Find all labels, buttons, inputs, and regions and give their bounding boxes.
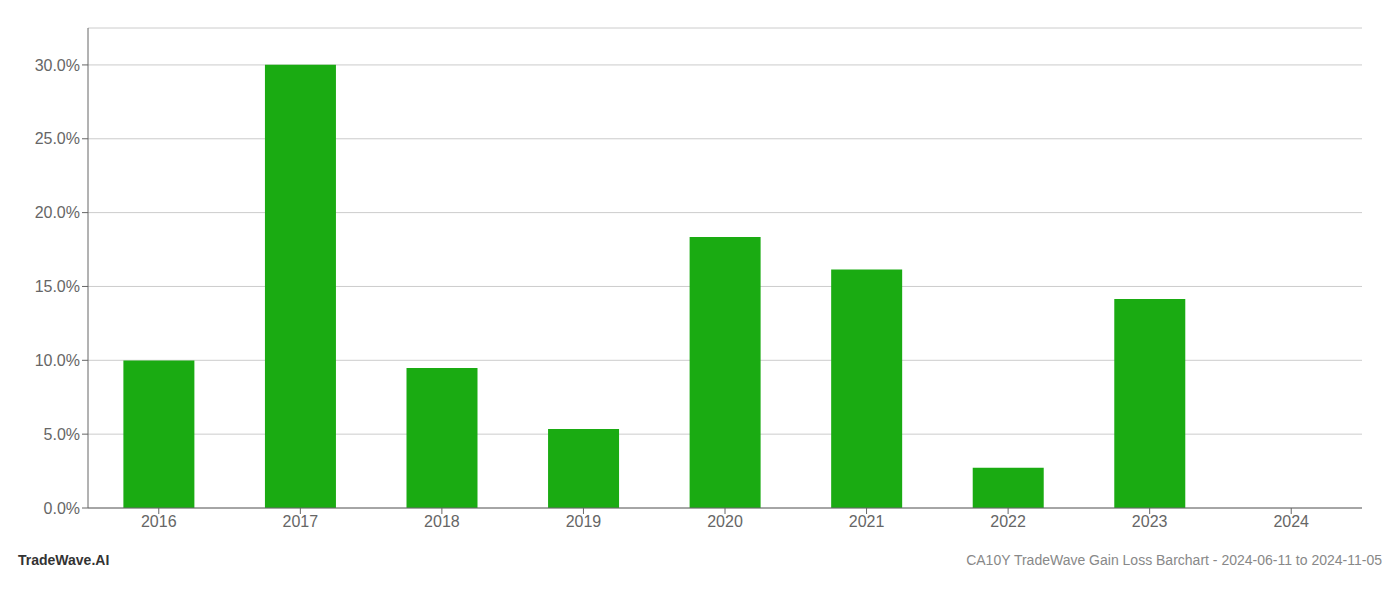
svg-text:2019: 2019 (566, 513, 602, 530)
svg-text:2023: 2023 (1132, 513, 1168, 530)
svg-text:2020: 2020 (707, 513, 743, 530)
svg-text:25.0%: 25.0% (35, 130, 80, 147)
svg-text:2024: 2024 (1273, 513, 1309, 530)
svg-text:2021: 2021 (849, 513, 885, 530)
html-text:TradeWave.AI: TradeWave.AI (18, 552, 110, 568)
svg-text:2022: 2022 (990, 513, 1026, 530)
svg-text:0.0%: 0.0% (44, 500, 80, 517)
svg-text:30.0%: 30.0% (35, 57, 80, 74)
svg-text:2018: 2018 (424, 513, 460, 530)
html-text:CA10Y TradeWave Gain Loss Barc: CA10Y TradeWave Gain Loss Barchart - 202… (966, 552, 1382, 568)
svg-text:5.0%: 5.0% (44, 426, 80, 443)
svg-text:15.0%: 15.0% (35, 278, 80, 295)
svg-text:10.0%: 10.0% (35, 352, 80, 369)
svg-text:20.0%: 20.0% (35, 204, 80, 221)
svg-text:2017: 2017 (283, 513, 319, 530)
svg-text:2016: 2016 (141, 513, 177, 530)
